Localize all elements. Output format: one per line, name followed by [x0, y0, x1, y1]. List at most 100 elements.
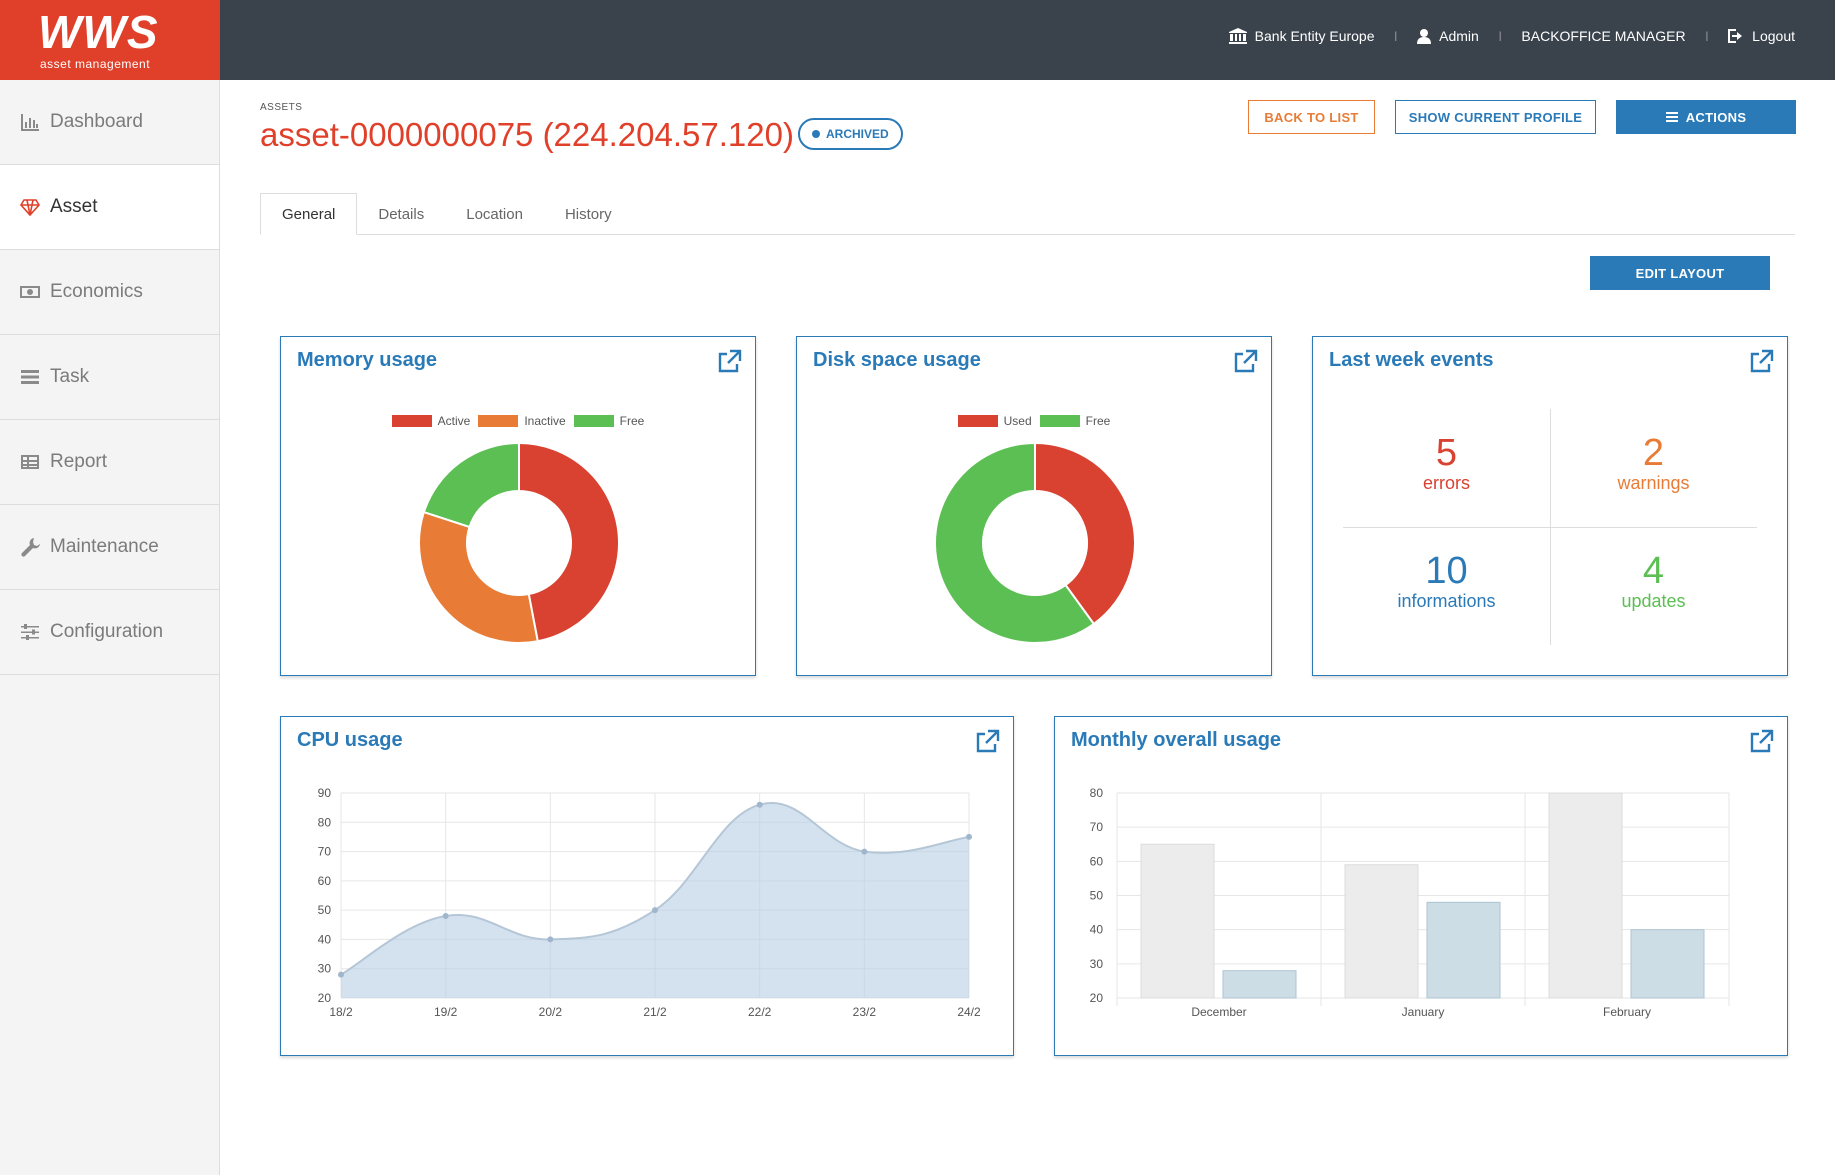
wrench-icon: [21, 538, 40, 557]
tab-location[interactable]: Location: [466, 205, 523, 223]
sidebar-item-label: Task: [50, 366, 90, 387]
user-icon: [1417, 28, 1432, 44]
user-label: Admin: [1439, 28, 1479, 44]
event-stat-warnings[interactable]: 2 warnings: [1550, 409, 1757, 527]
event-stat-updates[interactable]: 4 updates: [1550, 527, 1757, 645]
logout-icon: [1728, 29, 1743, 43]
external-link-icon[interactable]: [1748, 729, 1774, 755]
last-week-events-card: Last week events 5 errors 2 warnings 10 …: [1312, 336, 1788, 676]
sidebar-item-configuration[interactable]: Configuration: [0, 590, 219, 675]
monthly-bar-chart: 20 30 40 50 60 70 80 December January February: [1090, 786, 1730, 1019]
user-menu[interactable]: Admin: [1417, 28, 1479, 44]
memory-donut-chart: [418, 441, 620, 644]
card-title: Memory usage: [297, 349, 438, 371]
data-point[interactable]: [442, 913, 449, 919]
sidebar-item-asset[interactable]: Asset: [0, 165, 219, 250]
x-tick-label: 19/2: [434, 1005, 458, 1019]
logo-subtitle: asset management: [40, 57, 151, 71]
logout-label: Logout: [1752, 28, 1795, 44]
external-link-icon[interactable]: [716, 349, 742, 375]
sidebar-item-label: Configuration: [50, 621, 164, 642]
data-point[interactable]: [547, 936, 554, 943]
legend-item[interactable]: Free: [1039, 414, 1110, 428]
menu-icon: [1665, 112, 1678, 122]
bar[interactable]: [1344, 864, 1419, 999]
tab-bar: General Details Location History: [260, 193, 1795, 235]
pie-slice-inactive[interactable]: [418, 510, 539, 644]
pie-slice-used[interactable]: [1034, 441, 1136, 626]
sidebar-item-maintenance[interactable]: Maintenance: [0, 505, 219, 590]
separator: |: [1705, 30, 1709, 42]
bar[interactable]: [1630, 929, 1705, 999]
card-title: Last week events: [1329, 349, 1494, 371]
legend-item[interactable]: Free: [573, 414, 644, 428]
bar[interactable]: [1426, 901, 1501, 999]
event-label: informations: [1397, 591, 1496, 611]
pie-slice-free[interactable]: [422, 441, 520, 529]
sidebar-item-economics[interactable]: Economics: [0, 250, 219, 335]
external-link-icon[interactable]: [974, 729, 1000, 755]
pie-slice-free[interactable]: [934, 441, 1096, 644]
legend-item[interactable]: Used: [957, 414, 1032, 428]
legend-item[interactable]: Inactive: [478, 414, 566, 428]
back-to-list-button[interactable]: BACK TO LIST: [1248, 100, 1375, 134]
show-current-profile-button[interactable]: SHOW CURRENT PROFILE: [1395, 100, 1596, 134]
disk-donut-chart: [934, 441, 1136, 644]
legend-swatch: [573, 415, 614, 427]
memory-usage-card: Memory usage Active Inactive Free: [280, 336, 756, 676]
sidebar-item-label: Report: [50, 451, 108, 472]
pie-slice-active[interactable]: [518, 441, 620, 643]
bar-chart-icon: [21, 114, 39, 131]
sidebar-item-label: Asset: [50, 196, 98, 217]
legend-swatch: [478, 415, 519, 427]
x-tick-label: 21/2: [643, 1005, 667, 1019]
logo[interactable]: WWS asset management: [0, 0, 220, 80]
event-stat-errors[interactable]: 5 errors: [1343, 409, 1550, 527]
role-label[interactable]: BACKOFFICE MANAGER: [1521, 28, 1685, 44]
y-tick-label: 60: [318, 874, 332, 888]
tab-history[interactable]: History: [564, 205, 612, 223]
separator: |: [1394, 30, 1398, 42]
external-link-icon[interactable]: [1232, 349, 1258, 375]
tab-details[interactable]: Details: [378, 205, 425, 223]
breadcrumb[interactable]: ASSETS: [260, 102, 303, 113]
money-icon: [20, 286, 40, 298]
logout-link[interactable]: Logout: [1728, 28, 1795, 44]
data-point[interactable]: [338, 971, 344, 978]
event-label: updates: [1621, 591, 1686, 611]
y-tick-label: 30: [318, 962, 332, 976]
bar[interactable]: [1222, 970, 1297, 999]
sidebar-item-task[interactable]: Task: [0, 335, 219, 420]
legend-label: Inactive: [524, 414, 566, 428]
sidebar-item-dashboard[interactable]: Dashboard: [0, 80, 219, 165]
x-tick-label: February: [1603, 1005, 1651, 1019]
y-tick-label: 40: [1090, 923, 1104, 937]
sidebar-item-report[interactable]: Report: [0, 420, 219, 505]
data-point[interactable]: [756, 801, 763, 808]
card-title: Disk space usage: [813, 349, 981, 371]
y-tick-label: 80: [318, 815, 332, 829]
x-tick-label: 18/2: [329, 1005, 353, 1019]
event-stat-informations[interactable]: 10 informations: [1343, 527, 1550, 645]
cpu-area: [341, 803, 969, 998]
bar[interactable]: [1140, 843, 1215, 999]
top-nav: Bank Entity Europe | Admin | BACKOFFICE …: [1228, 28, 1795, 44]
tab-general[interactable]: General: [260, 193, 358, 235]
y-tick-label: 50: [1090, 889, 1104, 903]
edit-layout-button[interactable]: EDIT LAYOUT: [1590, 256, 1770, 290]
sidebar-item-label: Maintenance: [50, 536, 159, 557]
data-point[interactable]: [652, 907, 658, 914]
y-tick-label: 80: [1090, 786, 1104, 800]
bar[interactable]: [1548, 792, 1623, 999]
status-dot-icon: [812, 130, 820, 138]
external-link-icon[interactable]: [1748, 349, 1774, 375]
entity-label: Bank Entity Europe: [1254, 28, 1375, 44]
legend-swatch: [1039, 415, 1080, 427]
data-point[interactable]: [861, 848, 868, 855]
legend-item[interactable]: Active: [391, 414, 470, 428]
event-count: 4: [1642, 550, 1665, 592]
entity-selector[interactable]: Bank Entity Europe: [1228, 28, 1375, 44]
data-point[interactable]: [966, 833, 972, 840]
actions-button[interactable]: ACTIONS: [1616, 100, 1796, 134]
y-tick-label: 30: [1090, 957, 1104, 971]
